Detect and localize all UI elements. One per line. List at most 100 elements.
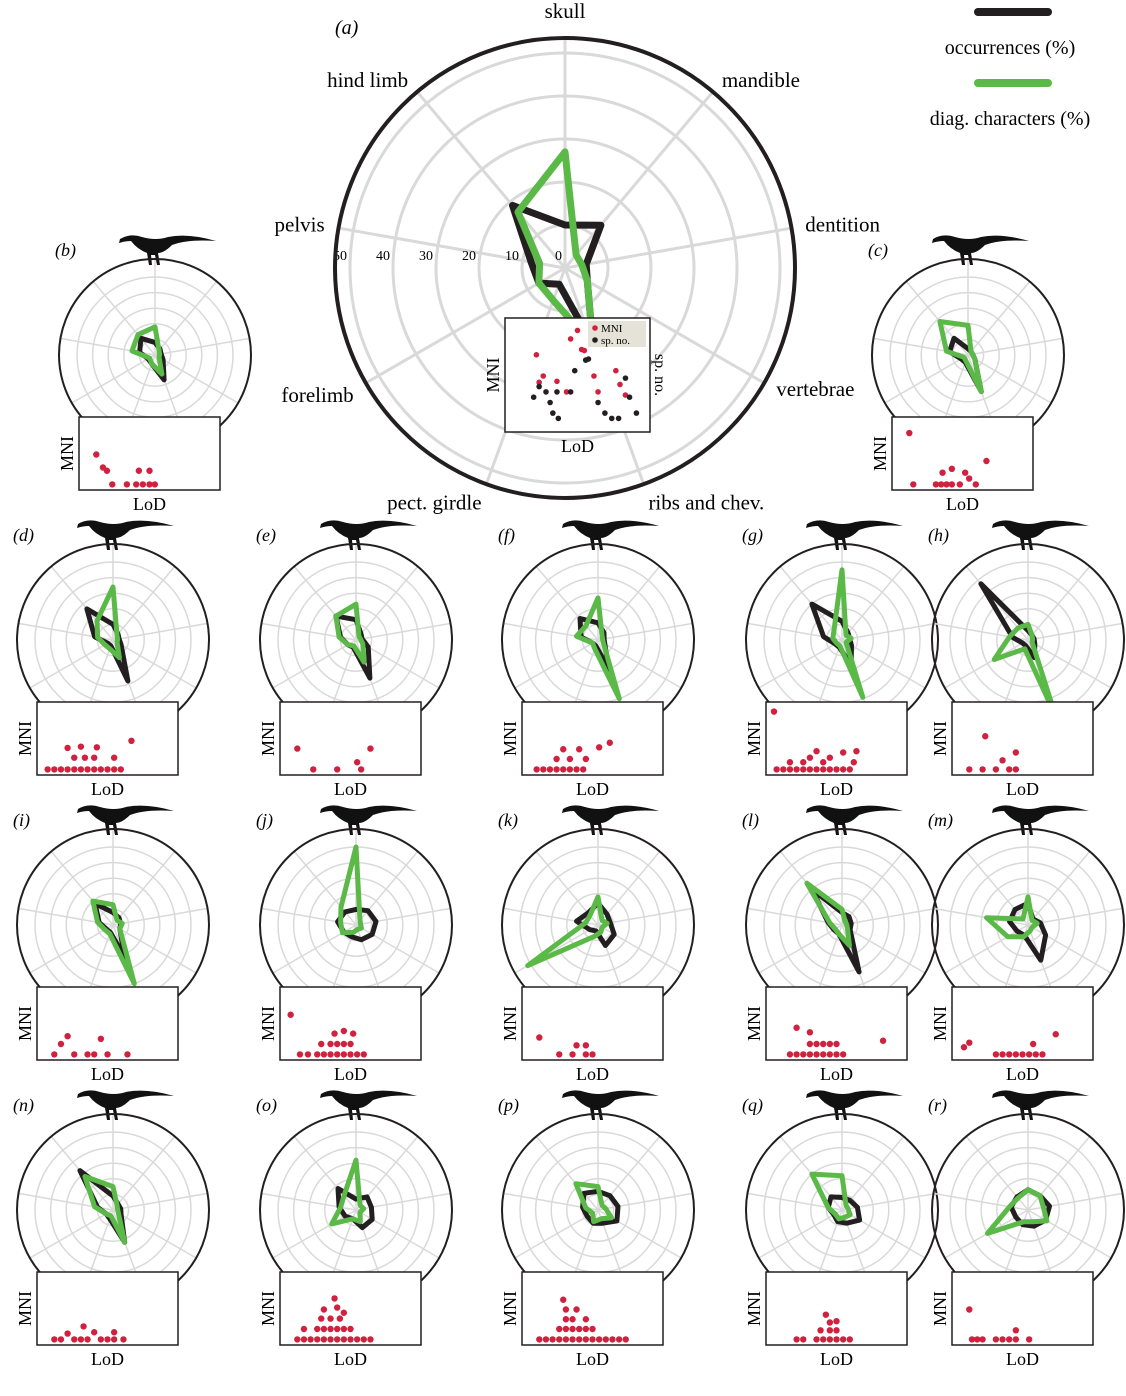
scatter-point <box>327 1040 334 1048</box>
inset-legend-label: sp. no. <box>601 335 630 347</box>
scatter-point <box>567 336 574 342</box>
scatter-point <box>1012 1336 1020 1343</box>
scatter-point <box>553 766 560 773</box>
scatter-point <box>833 1318 840 1325</box>
legend-label: diag. characters (%) <box>930 108 1090 130</box>
panel-label: (d) <box>13 525 34 546</box>
scatter-point <box>606 739 613 746</box>
scatter-point <box>826 1327 834 1334</box>
scatter-point <box>573 1042 580 1049</box>
scatter-point <box>536 1034 543 1041</box>
panel-label: (m) <box>928 810 953 831</box>
y-axis-label: MNI <box>930 721 950 756</box>
scatter-point <box>320 1336 328 1343</box>
scatter-point <box>367 1336 374 1343</box>
scatter-point <box>626 394 633 401</box>
scatter-point <box>602 1336 609 1343</box>
scatter-point <box>57 766 65 773</box>
scatter-point <box>556 1336 563 1343</box>
scatter-point <box>104 766 111 773</box>
grid-ring <box>794 877 890 973</box>
inset-frame <box>765 701 908 776</box>
scatter-point <box>939 469 946 476</box>
scatter-point <box>1006 766 1013 773</box>
scatter-point <box>574 327 581 334</box>
panel-label: (e) <box>256 525 276 546</box>
scatter-point <box>966 766 973 773</box>
scatter-point <box>576 746 583 753</box>
scatter-point <box>992 1051 1000 1058</box>
scatter-point <box>562 1325 570 1333</box>
scatter-point <box>956 481 964 488</box>
grid-ring <box>348 51 782 485</box>
y-axis-label: MNI <box>500 721 520 756</box>
scatter-point <box>839 766 847 773</box>
scatter-point <box>1025 1051 1033 1058</box>
x-axis-label: LoD <box>334 1349 367 1369</box>
scatter-point <box>579 766 587 773</box>
scatter-point <box>546 766 554 773</box>
scatter-point <box>347 1325 354 1333</box>
scatter-point <box>71 1336 78 1343</box>
scatter-point <box>576 1336 583 1343</box>
x-axis-label: LoD <box>561 436 594 456</box>
scatter-point <box>1012 749 1020 756</box>
scatter-point <box>327 1336 334 1343</box>
scatter-point <box>304 1051 312 1058</box>
inset-frame <box>78 416 221 491</box>
scatter-point <box>547 399 553 406</box>
scatter-point <box>813 766 820 773</box>
scatter-point <box>1012 766 1020 773</box>
scatter-point <box>615 415 622 422</box>
inset-frame <box>36 701 179 776</box>
scatter-point <box>806 754 814 761</box>
panel-label: (c) <box>868 240 888 261</box>
scatter-point <box>622 375 629 381</box>
scatter-point <box>633 410 640 416</box>
y-axis-label: MNI <box>744 721 764 756</box>
category-label: hind limb <box>327 68 408 92</box>
silhouette <box>320 520 417 550</box>
scatter-point <box>318 1315 325 1322</box>
scatter-point <box>84 1336 91 1343</box>
scatter-point <box>576 1325 583 1333</box>
scatter-point <box>51 766 58 773</box>
scatter-point <box>349 1030 357 1037</box>
grid-ring <box>81 1178 145 1242</box>
category-label: mandible <box>722 68 800 92</box>
scatter-point <box>318 1040 325 1048</box>
scatter-point <box>334 1051 341 1058</box>
scatter-point <box>582 1325 590 1333</box>
spoke <box>597 565 661 641</box>
scatter-point <box>839 1051 847 1058</box>
spoke <box>92 280 156 356</box>
y-axis-label: MNI <box>500 1291 520 1326</box>
scatter-point <box>826 1319 834 1326</box>
scatter-point <box>1039 1051 1046 1058</box>
grid-ring <box>996 608 1060 672</box>
scatter-point <box>331 1030 338 1037</box>
scatter-point <box>562 1306 570 1313</box>
scatter-point <box>569 1325 576 1333</box>
scatter-point <box>336 1315 344 1322</box>
scatter-point <box>146 481 153 488</box>
scatter-point <box>320 1306 328 1313</box>
grid-ring <box>65 1162 161 1258</box>
spoke <box>967 280 1031 356</box>
scatter-point <box>833 1040 840 1048</box>
spoke <box>944 639 1029 689</box>
scatter-point <box>327 1325 334 1333</box>
y-axis-label: MNI <box>744 1006 764 1041</box>
y-axis-label: MNI <box>15 1291 35 1326</box>
spoke <box>355 850 419 926</box>
grid-ring <box>550 592 646 688</box>
scatter-point <box>540 373 547 379</box>
scatter-point <box>536 379 542 386</box>
radar-line <box>94 584 122 661</box>
scatter-point <box>786 1051 794 1058</box>
inset-frame <box>765 986 908 1061</box>
scatter-point <box>615 1336 623 1343</box>
spoke <box>355 924 440 974</box>
scatter-point <box>910 481 917 488</box>
